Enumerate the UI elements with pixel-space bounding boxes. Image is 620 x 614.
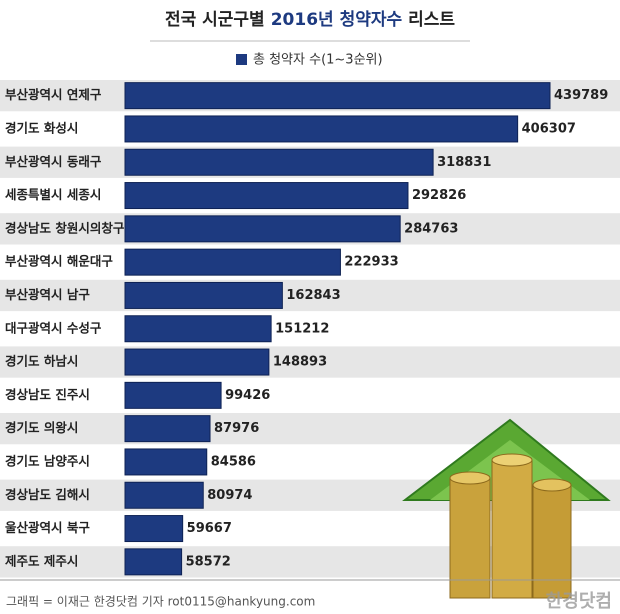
data-label: 318831	[437, 155, 491, 170]
bar	[124, 481, 204, 509]
data-label: 406307	[522, 121, 576, 136]
y-tick-label: 세종특별시 세종시	[5, 187, 101, 202]
data-label: 439789	[554, 88, 608, 103]
bar	[124, 548, 183, 576]
y-tick-label: 경기도 의왕시	[5, 420, 78, 435]
y-tick-label: 경기도 화성시	[5, 120, 78, 135]
title-segment: 2016년 청약자수	[271, 9, 403, 30]
data-label: 80974	[207, 488, 252, 503]
credit: 그래픽 = 이재근 한경닷컴 기자 rot0115@hankyung.com	[6, 595, 315, 609]
data-label: 84586	[211, 454, 256, 469]
legend-label: 총 청약자 수(1~3순위)	[253, 53, 383, 68]
watermark: 한경닷컴	[546, 591, 612, 612]
bar	[124, 515, 184, 543]
y-tick-label: 경기도 하남시	[5, 354, 78, 369]
y-tick-label: 경상남도 김해시	[5, 487, 90, 502]
y-tick-label: 부산광역시 해운대구	[5, 254, 113, 269]
row-band	[0, 279, 620, 312]
bar	[124, 148, 434, 176]
bar	[124, 381, 222, 409]
data-label: 284763	[404, 221, 458, 236]
bar	[124, 115, 519, 143]
bar	[124, 348, 270, 376]
y-tick-label: 경기도 남양주시	[5, 453, 90, 468]
title-segment: 전국 시군구별	[165, 10, 265, 30]
data-label: 151212	[275, 321, 329, 336]
y-tick-label: 경상남도 진주시	[5, 387, 90, 402]
data-label: 162843	[286, 288, 340, 303]
plot: 부산광역시 연제구 439789 경기도 화성시 406307 부산광역시 동래구 318…	[0, 80, 620, 578]
chart-title: 전국 시군구별 2016년 청약자수 리스트	[165, 9, 455, 30]
y-tick-label: 대구광역시 수성구	[5, 320, 102, 335]
data-label: 99426	[225, 388, 270, 403]
bar	[124, 248, 341, 276]
bar	[124, 448, 208, 476]
y-tick-label: 부산광역시 동래구	[5, 154, 102, 169]
data-label: 292826	[412, 188, 466, 203]
legend: 총 청약자 수(1~3순위)	[236, 53, 383, 68]
y-tick-label: 경상남도 창원시의창구	[5, 220, 125, 235]
row-band	[0, 346, 620, 378]
y-tick-label: 제주도 제주시	[5, 553, 78, 568]
legend-swatch	[236, 54, 247, 65]
bar	[124, 182, 409, 210]
bar	[124, 215, 401, 243]
data-label: 59667	[187, 521, 232, 536]
data-label: 58572	[186, 554, 231, 569]
data-label: 87976	[214, 421, 259, 436]
bar	[124, 315, 272, 343]
y-tick-label: 부산광역시 연제구	[5, 87, 102, 102]
bar	[124, 281, 283, 309]
bar	[124, 82, 551, 110]
bar	[124, 415, 211, 443]
y-tick-label: 울산광역시 북구	[5, 520, 90, 535]
y-tick-label: 부산광역시 남구	[5, 287, 90, 302]
data-label: 148893	[273, 355, 327, 370]
decoration	[402, 418, 611, 599]
data-label: 222933	[344, 255, 398, 270]
title-segment: 리스트	[408, 10, 455, 30]
